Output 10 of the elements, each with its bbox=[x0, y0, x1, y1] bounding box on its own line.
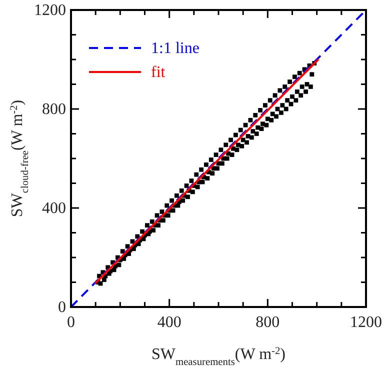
x-tick-label: 800 bbox=[256, 314, 280, 331]
y-tick-label: 1200 bbox=[34, 2, 66, 19]
x-axis-title: SW$_{measurements}$(W m$^{-2}$) bbox=[151, 346, 286, 366]
x-tick-label: 400 bbox=[157, 314, 182, 331]
y-tick-label: 0 bbox=[58, 299, 66, 316]
y-tick-label: 400 bbox=[42, 200, 66, 217]
x-tick-label: 1200 bbox=[350, 314, 382, 331]
legend-label: fit bbox=[151, 64, 166, 81]
legend-label: 1:1 line bbox=[151, 40, 200, 57]
y-tick-label: 800 bbox=[42, 101, 66, 118]
